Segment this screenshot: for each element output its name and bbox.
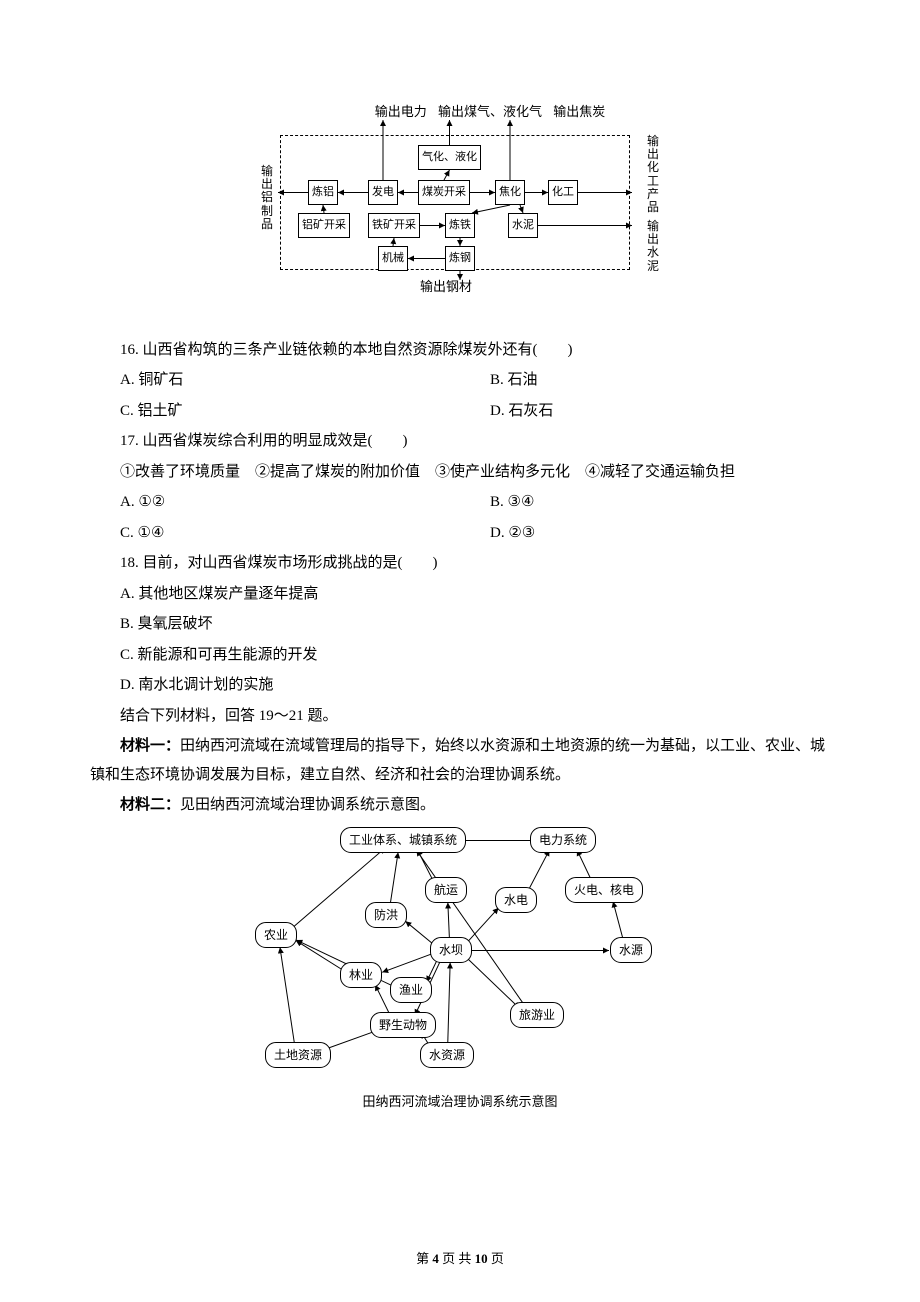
d1-node-liangang: 炼钢 — [445, 246, 475, 271]
d2-node-hangyun: 航运 — [425, 877, 467, 904]
q16-stem: 16. 山西省构筑的三条产业链依赖的本地自然资源除煤炭外还有( ) — [90, 336, 830, 365]
d2-node-lvyou: 旅游业 — [510, 1002, 564, 1029]
shanxi-coal-diagram: 输出电力 输出煤气、液化气 输出焦炭 输出铝制品 输出化工产品 输出水泥 输出钢… — [90, 100, 830, 311]
d2-node-fanghong: 防洪 — [365, 902, 407, 929]
footer-mid: 页 共 — [439, 1251, 475, 1266]
d2-node-shuiba: 水坝 — [430, 937, 472, 964]
d1-node-shuini: 水泥 — [508, 213, 538, 238]
q17-opt-a: A. ①② — [90, 488, 460, 517]
q16-opt-d: D. 石灰石 — [460, 397, 830, 426]
page-footer: 第 4 页 共 10 页 — [0, 1247, 920, 1272]
lead-text: 结合下列材料，回答 19～21 题。 — [90, 702, 830, 731]
q17-opt-b: B. ③④ — [460, 488, 830, 517]
d1-node-huagong: 化工 — [548, 180, 578, 205]
material-2-text: 见田纳西河流域治理协调系统示意图。 — [180, 797, 435, 813]
footer-prefix: 第 — [416, 1251, 432, 1266]
footer-suffix: 页 — [488, 1251, 504, 1266]
material-1-text: 田纳西河流域在流域管理局的指导下，始终以水资源和土地资源的统一为基础，以工业、农… — [90, 738, 825, 783]
footer-total: 10 — [475, 1251, 488, 1266]
q17-stem: 17. 山西省煤炭综合利用的明显成效是( ) — [90, 427, 830, 456]
d2-node-yuye: 渔业 — [390, 977, 432, 1004]
d2-node-ind: 工业体系、城镇系统 — [340, 827, 466, 854]
q18-opt-d: D. 南水北调计划的实施 — [90, 671, 830, 700]
d1-node-fadian: 发电 — [368, 180, 398, 205]
d2-node-shuizi: 水资源 — [420, 1042, 474, 1069]
q16-opt-b: B. 石油 — [460, 366, 830, 395]
d1-node-tiekuang: 铁矿开采 — [368, 213, 420, 238]
q16-opt-a: A. 铜矿石 — [90, 366, 460, 395]
q16-opt-c: C. 铝土矿 — [90, 397, 460, 426]
d2-node-tudi: 土地资源 — [265, 1042, 331, 1069]
d1-node-liantie: 炼铁 — [445, 213, 475, 238]
d2-node-shuiyuan: 水源 — [610, 937, 652, 964]
d1-node-meitan: 煤炭开采 — [418, 180, 470, 205]
d2-node-yesheng: 野生动物 — [370, 1012, 436, 1039]
d2-node-nongye: 农业 — [255, 922, 297, 949]
material-2-label: 材料二： — [120, 797, 180, 813]
d1-node-jiaohua: 焦化 — [495, 180, 525, 205]
diagram2-caption: 田纳西河流域治理协调系统示意图 — [90, 1090, 830, 1115]
d2-node-shuidian: 水电 — [495, 887, 537, 914]
d2-node-linye: 林业 — [340, 962, 382, 989]
q17-conditions: ①改善了环境质量 ②提高了煤炭的附加价值 ③使产业结构多元化 ④减轻了交通运输负… — [90, 458, 830, 487]
material-2: 材料二：见田纳西河流域治理协调系统示意图。 — [90, 791, 830, 820]
d1-node-lianlu: 炼铝 — [308, 180, 338, 205]
tennessee-diagram: 工业体系、城镇系统 电力系统航运防洪 水电 火电、核电农业水坝 水源林业渔业旅游业 野生动… — [90, 822, 830, 1115]
d1-node-lukuang: 铝矿开采 — [298, 213, 350, 238]
q18-stem: 18. 目前，对山西省煤炭市场形成挑战的是( ) — [90, 549, 830, 578]
d1-node-jixie: 机械 — [378, 246, 408, 271]
q18-opt-a: A. 其他地区煤炭产量逐年提高 — [90, 580, 830, 609]
q18-opt-b: B. 臭氧层破坏 — [90, 610, 830, 639]
d2-node-power: 电力系统 — [530, 827, 596, 854]
q18-opt-c: C. 新能源和可再生能源的开发 — [90, 641, 830, 670]
d2-node-huohe: 火电、核电 — [565, 877, 643, 904]
q17-opt-d: D. ②③ — [460, 519, 830, 548]
d1-node-qihua: 气化、液化 — [418, 145, 481, 170]
material-1-label: 材料一： — [120, 738, 180, 754]
material-1: 材料一：田纳西河流域在流域管理局的指导下，始终以水资源和土地资源的统一为基础，以… — [90, 732, 830, 789]
q17-opt-c: C. ①④ — [90, 519, 460, 548]
q17-conditions-text: ①改善了环境质量 ②提高了煤炭的附加价值 ③使产业结构多元化 ④减轻了交通运输负… — [120, 464, 735, 480]
